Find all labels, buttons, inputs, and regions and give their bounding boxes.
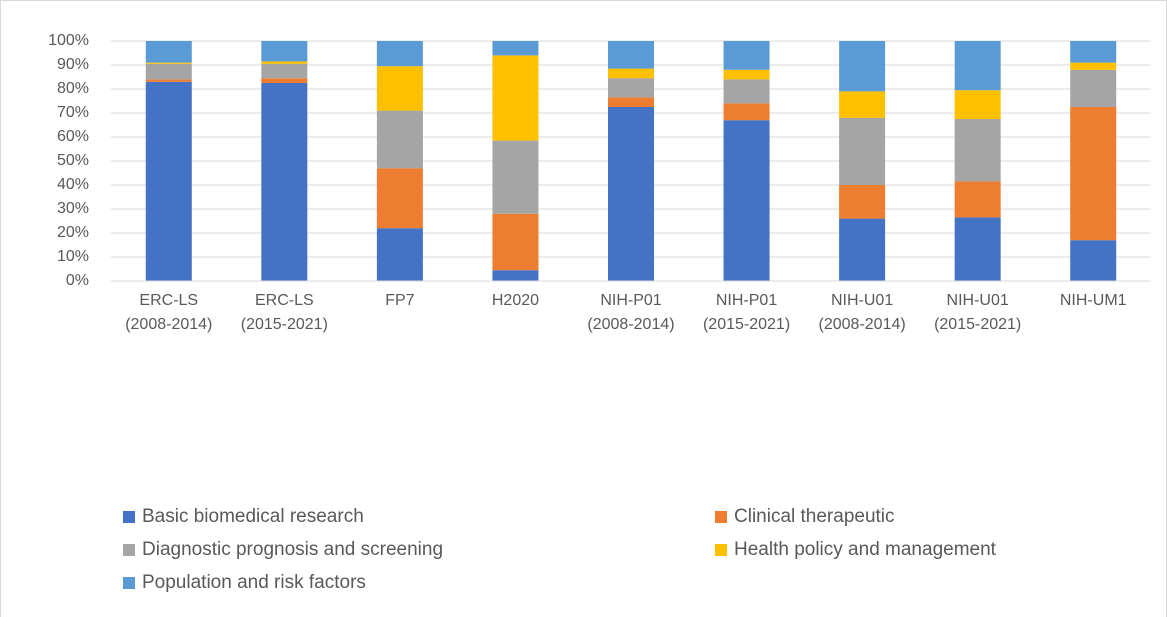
legend-label: Health policy and management — [734, 539, 997, 560]
x-tick-label: NIH-P01 (2015-2021) — [703, 292, 790, 333]
bar-segment — [492, 140, 539, 214]
y-tick-label: 70% — [57, 104, 89, 121]
bar-segment — [954, 119, 1001, 182]
x-tick-label: ERC-LS (2008-2014) — [125, 292, 212, 333]
bar-segment — [376, 110, 423, 169]
bar-segment — [954, 217, 1001, 281]
legend-label: Basic biomedical research — [142, 506, 364, 527]
bar-segment — [1070, 107, 1117, 241]
legend-swatch — [715, 544, 727, 556]
bar-segment — [376, 168, 423, 229]
x-tick-label: NIH-P01 (2008-2014) — [587, 292, 674, 333]
bar-segment — [261, 61, 308, 64]
bar-segment — [1070, 69, 1117, 107]
bar-segment — [839, 185, 886, 219]
bar-segment — [954, 41, 1001, 91]
bar-segment — [608, 97, 654, 107]
bar-segment — [1070, 62, 1117, 70]
bar-segment — [145, 81, 192, 281]
bar-segment — [723, 69, 770, 80]
legend-label: Diagnostic prognosis and screening — [142, 539, 443, 560]
legend-swatch — [715, 511, 727, 523]
bar-segment — [492, 41, 539, 56]
y-tick-label: 90% — [57, 56, 89, 73]
bar-segment — [954, 90, 1001, 119]
y-tick-label: 10% — [57, 248, 89, 265]
bar-segment — [261, 83, 308, 281]
y-tick-label: 0% — [66, 272, 89, 289]
y-tick-label: 20% — [57, 224, 89, 241]
x-tick-label: NIH-U01 (2015-2021) — [934, 292, 1021, 333]
bar-segment — [608, 107, 654, 281]
x-tick-label: H2020 — [492, 292, 539, 309]
bar-segment — [492, 213, 539, 271]
bar-segment — [261, 78, 308, 83]
y-tick-label: 30% — [57, 200, 89, 217]
legend-label: Population and risk factors — [142, 572, 366, 593]
x-tick-label: NIH-UM1 — [1060, 292, 1127, 309]
bar-segment — [608, 41, 654, 69]
bar-segment — [376, 228, 423, 281]
bar-segment — [723, 79, 770, 104]
legend-swatch — [123, 577, 135, 589]
bar-segment — [261, 41, 308, 62]
bar-segment — [723, 103, 770, 121]
bar-segment — [1070, 240, 1117, 281]
bar-segment — [723, 41, 770, 70]
x-tick-label: FP7 — [385, 292, 414, 309]
legend-label: Clinical therapeutic — [734, 506, 895, 527]
x-tick-label: NIH-U01 (2008-2014) — [819, 292, 906, 333]
bar-segment — [492, 270, 539, 281]
bar-segment — [839, 218, 886, 281]
bar-segment — [608, 68, 654, 79]
bar-segment — [261, 63, 308, 79]
bar-segment — [376, 66, 423, 111]
y-tick-label: 100% — [48, 32, 89, 49]
bar-segment — [145, 41, 192, 63]
bar-segment — [492, 55, 539, 141]
bar-segment — [839, 91, 886, 118]
y-tick-label: 80% — [57, 80, 89, 97]
bar-segment — [145, 62, 192, 64]
x-tick-label: ERC-LS (2015-2021) — [241, 292, 328, 333]
y-tick-label: 60% — [57, 128, 89, 145]
bar-segment — [723, 120, 770, 281]
legend-swatch — [123, 544, 135, 556]
bar-segment — [608, 78, 654, 98]
bar-segment — [839, 41, 886, 92]
bar-segment — [145, 79, 192, 82]
y-tick-label: 40% — [57, 176, 89, 193]
bar-segment — [954, 181, 1001, 218]
bar-segment — [376, 41, 423, 67]
bar-segment — [1070, 41, 1117, 63]
y-tick-label: 50% — [57, 152, 89, 169]
legend-swatch — [123, 511, 135, 523]
bar-segment — [839, 117, 886, 185]
bar-segment — [145, 63, 192, 80]
